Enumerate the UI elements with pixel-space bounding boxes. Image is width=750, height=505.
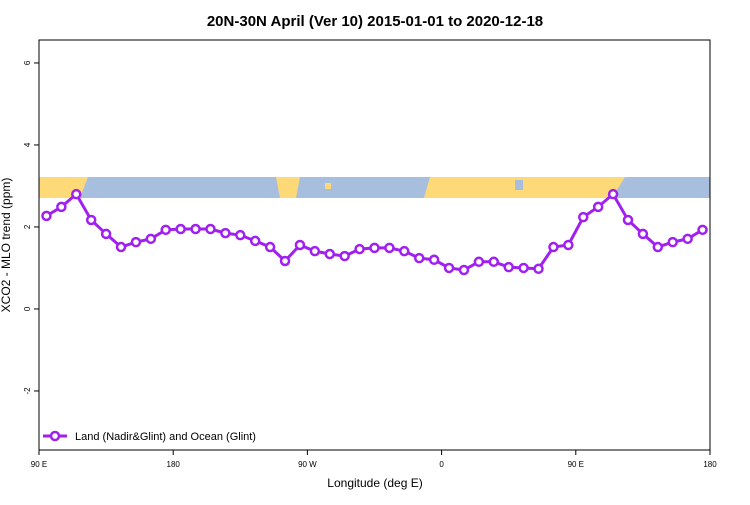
data-point: [41, 210, 52, 222]
y-tick-label: 2: [23, 224, 32, 229]
data-point: [309, 245, 321, 257]
data-point: [384, 242, 395, 254]
data-point: [413, 252, 425, 264]
data-point: [518, 262, 529, 274]
x-axis-label: Longitude (deg E): [327, 476, 422, 490]
data-point: [324, 248, 336, 260]
plot-frame: [38, 39, 711, 451]
y-axis-label: XCO2 - MLO trend (ppm): [0, 178, 13, 313]
data-point: [175, 223, 186, 235]
y-tick-label: 6: [23, 60, 32, 65]
x-tick-label: 0: [439, 460, 444, 469]
data-point: [458, 264, 470, 276]
data-point: [443, 262, 455, 274]
data-point: [190, 223, 201, 235]
data-point: [697, 224, 708, 236]
data-point: [428, 254, 440, 266]
data-point: [399, 245, 410, 257]
y-tick-label: 0: [23, 306, 32, 311]
data-point: [369, 242, 380, 254]
data-point: [637, 228, 649, 240]
legend-label: Land (Nadir&Glint) and Ocean (Glint): [75, 431, 256, 443]
data-point: [563, 239, 574, 251]
data-point: [279, 255, 291, 267]
data-point: [130, 236, 142, 248]
data-point: [503, 261, 514, 273]
x-tick-label: 180: [703, 460, 717, 469]
legend-marker: [49, 430, 61, 442]
data-point: [249, 235, 261, 247]
data-point: [578, 211, 589, 223]
data-point: [607, 188, 619, 200]
data-point: [592, 201, 604, 213]
data-point: [205, 223, 216, 235]
x-tick-label: 90 W: [298, 460, 317, 469]
x-tick-label: 90 E: [568, 460, 584, 469]
data-point: [488, 256, 500, 268]
data-point: [548, 241, 559, 253]
data-point: [339, 250, 350, 262]
chart-title: 20N-30N April (Ver 10) 2015-01-01 to 202…: [207, 13, 543, 30]
data-point: [220, 227, 231, 239]
series-line: [45, 191, 704, 272]
y-tick-label: -2: [23, 387, 32, 395]
data-point: [235, 229, 246, 241]
data-point: [264, 241, 276, 253]
y-tick-label: 4: [23, 142, 32, 147]
data-point: [652, 241, 664, 253]
data-point: [682, 233, 693, 245]
data-point: [115, 241, 127, 253]
data-point: [622, 214, 634, 226]
data-point: [56, 201, 67, 213]
data-point: [667, 236, 678, 248]
map-strip: [39, 177, 710, 198]
data-point: [473, 256, 485, 268]
data-point: [354, 243, 365, 255]
x-tick-label: 180: [167, 460, 181, 469]
data-point: [533, 263, 544, 275]
x-tick-label: 90 E: [31, 460, 47, 469]
data-point: [160, 224, 171, 236]
data-point: [100, 228, 112, 240]
data-point: [294, 239, 306, 251]
data-point: [71, 188, 82, 200]
data-point: [85, 214, 97, 226]
data-point: [145, 233, 157, 245]
